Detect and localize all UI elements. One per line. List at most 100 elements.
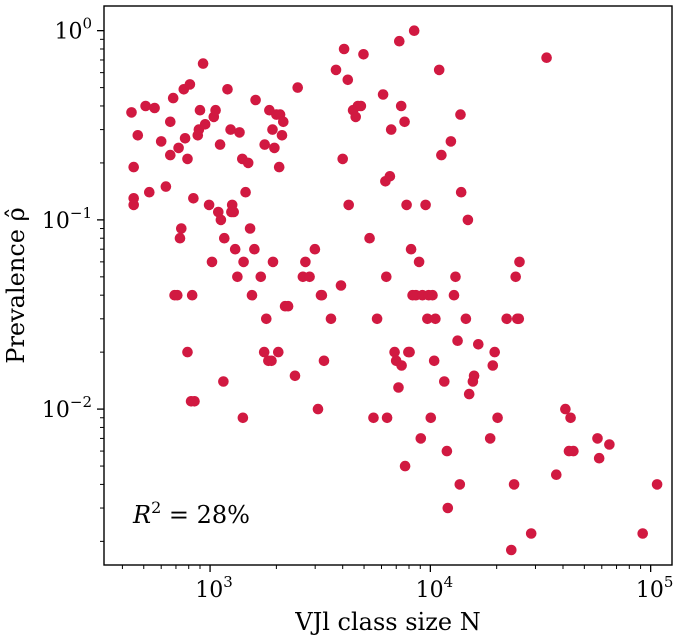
data-point	[560, 403, 571, 415]
data-point	[463, 388, 475, 400]
data-point	[176, 223, 187, 234]
data-point	[179, 133, 191, 144]
data-point	[160, 181, 172, 192]
data-point	[234, 127, 245, 138]
data-point	[203, 199, 215, 211]
data-point	[371, 313, 383, 325]
data-point	[454, 479, 466, 490]
x-axis-title: VJl class size N	[294, 608, 480, 636]
data-point	[441, 445, 453, 457]
data-point	[144, 186, 155, 198]
data-point	[182, 346, 193, 358]
data-point	[165, 149, 176, 161]
data-point	[381, 271, 392, 283]
y-tick-label: 100	[54, 15, 92, 45]
data-point	[439, 376, 450, 387]
data-point	[343, 199, 355, 211]
data-point	[384, 171, 396, 182]
data-point	[246, 289, 258, 301]
data-point	[395, 100, 407, 112]
ticks-layer: 103 104 105 100 10−1 10−2	[42, 15, 674, 603]
data-point	[182, 153, 193, 165]
data-point	[358, 49, 369, 60]
data-point	[259, 139, 271, 150]
data-point	[420, 199, 431, 211]
data-point	[229, 243, 241, 255]
data-point	[276, 130, 288, 141]
data-point	[222, 84, 233, 95]
data-point	[218, 376, 229, 387]
data-point	[651, 479, 663, 490]
data-point	[637, 528, 648, 539]
data-point	[368, 412, 379, 424]
data-point	[377, 89, 389, 100]
data-point	[128, 161, 139, 173]
data-point	[258, 346, 270, 358]
data-point	[510, 271, 521, 283]
data-point	[189, 396, 200, 407]
y-axis-title: Prevalence ρ̂	[2, 207, 30, 363]
data-point	[422, 313, 433, 325]
data-point	[267, 124, 278, 135]
data-point	[405, 243, 417, 255]
data-point	[513, 313, 525, 325]
data-point	[551, 469, 562, 481]
annotation-lhs: R	[132, 501, 151, 529]
data-point	[273, 346, 284, 358]
data-point	[165, 116, 176, 128]
data-point	[316, 289, 328, 301]
data-point	[473, 339, 484, 350]
data-point	[140, 100, 151, 112]
data-point	[592, 433, 603, 444]
data-point	[428, 355, 440, 367]
data-point	[304, 271, 315, 283]
data-point	[215, 214, 227, 226]
data-point	[199, 119, 211, 130]
data-point	[225, 124, 236, 135]
data-point	[188, 193, 199, 204]
data-point	[565, 412, 576, 424]
y-tick-label: 10−2	[42, 393, 92, 423]
data-point	[292, 82, 304, 93]
data-point	[167, 92, 179, 104]
data-point	[389, 346, 400, 358]
data-point	[312, 403, 324, 415]
data-point	[604, 439, 615, 450]
annotation-sup: 2	[151, 498, 161, 517]
data-point	[394, 35, 405, 47]
y-tick-label: 10−1	[42, 204, 92, 234]
data-point	[184, 79, 196, 90]
data-point	[399, 460, 411, 472]
data-point	[155, 136, 167, 147]
data-point	[364, 232, 375, 244]
data-point	[450, 271, 461, 283]
data-point	[501, 313, 512, 325]
data-point	[318, 355, 330, 367]
data-point	[278, 116, 289, 128]
data-point	[355, 100, 367, 112]
data-point	[149, 102, 160, 114]
data-point	[197, 58, 209, 69]
data-point	[325, 313, 337, 325]
data-point	[232, 271, 243, 283]
data-point	[399, 116, 410, 128]
data-point	[350, 111, 362, 123]
data-point	[404, 346, 415, 358]
data-point	[433, 64, 445, 76]
data-point	[126, 107, 137, 118]
data-point	[173, 142, 184, 154]
data-point	[261, 313, 272, 325]
data-point	[194, 104, 206, 116]
data-point	[408, 25, 420, 36]
data-point	[228, 206, 239, 218]
data-point	[300, 256, 311, 268]
data-point	[342, 74, 354, 86]
data-point	[508, 479, 520, 490]
data-point	[172, 289, 183, 301]
data-point	[413, 256, 425, 268]
data-point	[487, 360, 499, 371]
data-point	[425, 412, 437, 424]
data-point	[506, 544, 517, 556]
data-point	[214, 139, 226, 150]
data-point	[385, 124, 397, 135]
